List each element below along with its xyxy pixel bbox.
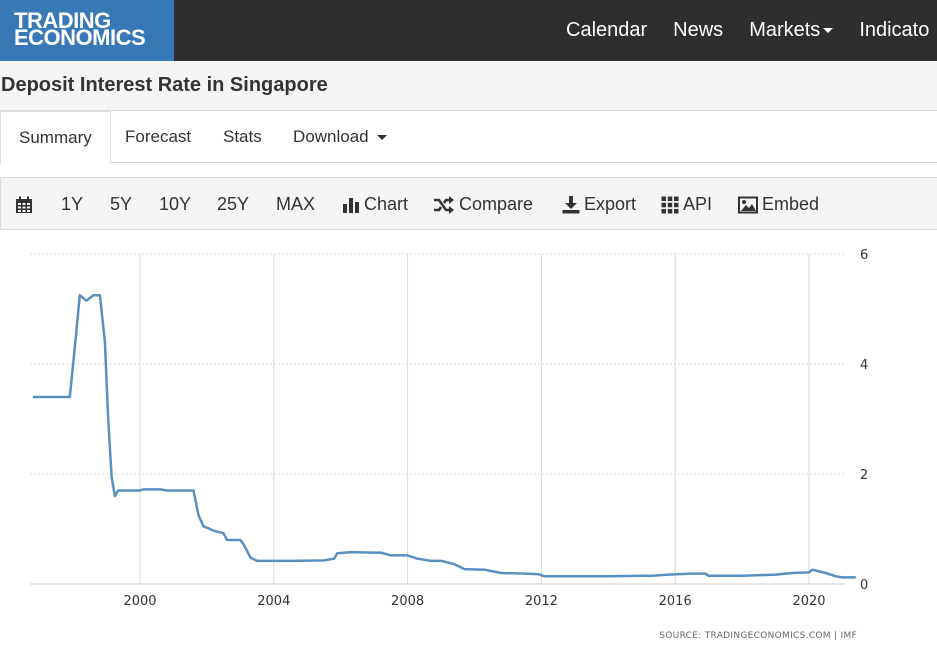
chart-type-button[interactable]: Chart [342,178,408,231]
logo-line-2: ECONOMICS [14,25,146,50]
bar-chart-icon [343,197,359,213]
page-title: Deposit Interest Rate in Singapore [1,74,328,96]
x-tick-label: 2000 [123,594,156,609]
tab-download[interactable]: Download [275,111,405,163]
x-tick-label: 2008 [391,594,424,609]
range-10y-button[interactable]: 10Y [159,194,192,214]
download-icon [562,195,580,213]
embed-button[interactable]: Embed [738,178,819,231]
x-tick-label: 2016 [659,594,692,609]
chevron-down-icon [823,28,834,33]
chart-source: SOURCE: TRADINGECONOMICS.COM | IMF [659,631,857,641]
nav-markets[interactable]: Markets [749,19,834,42]
line-chart: 0 2 4 6 2000 2004 2008 2012 2016 2020 SOURCE: TRA… [0,230,937,648]
calendar-button[interactable] [15,178,37,231]
tab-download-label: Download [293,127,369,146]
nav-news[interactable]: News [673,19,724,41]
main-nav: Calendar News Markets Indicato [566,0,937,61]
api-label: API [683,194,713,214]
calendar-icon [16,196,32,213]
compare-label: Compare [459,194,534,214]
export-label: Export [584,194,637,214]
compare-button[interactable]: Compare [433,178,533,231]
x-tick-label: 2020 [792,594,825,609]
chart-toolbar: 1Y 5Y 10Y 25Y MAX Chart Compare Export [0,177,937,230]
logo-line-1: TRADING [14,8,111,33]
chart-type-label: Chart [364,194,409,214]
embed-label: Embed [762,194,820,214]
y-tick-label: 2 [860,468,868,483]
export-button[interactable]: Export [562,178,636,231]
api-button[interactable]: API [661,178,712,231]
y-tick-label: 4 [860,358,868,373]
grid-icon [661,196,679,213]
nav-markets-label: Markets [749,19,821,41]
y-tick-label: 0 [860,578,868,593]
tab-bar: Summary Forecast Stats Download [0,111,937,164]
tab-summary[interactable]: Summary [0,111,111,164]
range-5y-button[interactable]: 5Y [110,194,133,214]
y-tick-label: 6 [860,248,868,263]
top-navbar: TRADING ECONOMICS Calendar News Markets … [0,0,937,61]
chart-svg: 0 2 4 6 2000 2004 2008 2012 2016 2020 SOURCE: TRA… [30,248,868,641]
nav-indicators[interactable]: Indicato [859,19,930,41]
shuffle-icon [434,195,454,214]
range-25y-button[interactable]: 25Y [217,194,250,214]
tab-forecast[interactable]: Forecast [125,127,192,146]
nav-calendar[interactable]: Calendar [566,19,648,41]
range-max-button[interactable]: MAX [276,194,316,214]
title-bar: Deposit Interest Rate in Singapore [0,61,937,111]
trading-economics-logo[interactable]: TRADING ECONOMICS [0,0,174,61]
x-tick-label: 2004 [257,594,290,609]
chevron-down-icon [376,134,387,140]
tab-stats[interactable]: Stats [223,127,262,146]
range-1y-button[interactable]: 1Y [61,194,84,214]
deposit-rate-line [33,294,856,579]
x-tick-label: 2012 [525,594,558,609]
image-icon [738,196,758,213]
